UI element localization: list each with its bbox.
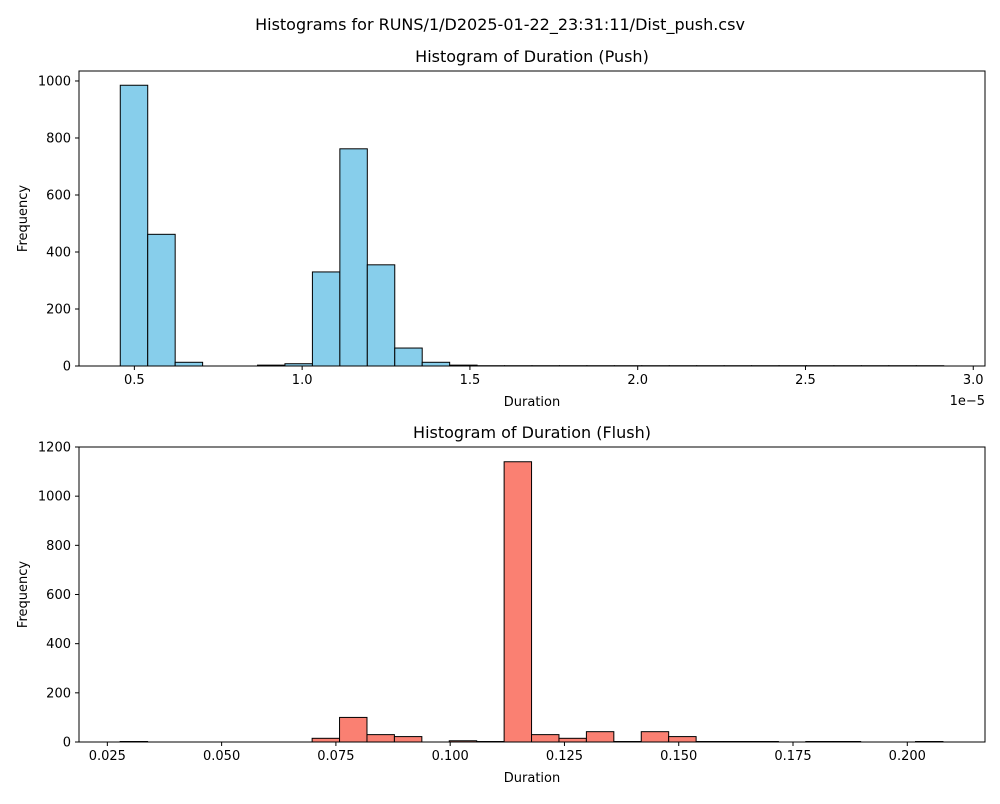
ytick-label-flush-2: 400 — [46, 637, 71, 652]
ytick-label-push-1: 200 — [46, 302, 71, 317]
chart-panel-flush: 0.025 0.050 0.075 0.100 0.125 0.150 0.175 0.200… — [16, 423, 985, 786]
y-axis-label-push: Frequency — [16, 185, 31, 252]
xtick-label-flush-7: 0.200 — [889, 749, 926, 764]
xtick-label-push-2: 1.5 — [460, 373, 481, 388]
xtick-label-push-3: 2.0 — [627, 373, 648, 388]
bar-push-7 — [312, 272, 339, 366]
bar-push-8 — [340, 149, 367, 366]
chart-panel-push: 0.5 1.0 1.5 2.0 2.5 3.0 0 200 400 600 800 1000 Histo… — [16, 47, 985, 410]
bar-flush-9 — [367, 735, 394, 742]
xtick-label-flush-3: 0.100 — [432, 749, 469, 764]
bar-flush-15 — [532, 735, 559, 742]
bar-flush-20 — [669, 737, 696, 742]
bar-flush-17 — [586, 732, 613, 742]
xtick-label-flush-5: 0.150 — [660, 749, 697, 764]
ytick-label-push-3: 600 — [46, 188, 71, 203]
bar-push-1 — [148, 234, 175, 366]
chart-title-push: Histogram of Duration (Push) — [415, 47, 649, 66]
xtick-label-push-4: 2.5 — [795, 373, 816, 388]
figure-suptitle: Histograms for RUNS/1/D2025-01-22_23:31:… — [255, 15, 745, 35]
xtick-label-flush-0: 0.025 — [89, 749, 126, 764]
x-axis-label-flush: Duration — [504, 771, 560, 786]
xtick-label-flush-1: 0.050 — [203, 749, 240, 764]
bar-flush-19 — [641, 732, 668, 742]
bar-push-10 — [395, 348, 422, 366]
ytick-label-push-4: 800 — [46, 131, 71, 146]
ytick-label-push-2: 400 — [46, 245, 71, 260]
bar-flush-7 — [312, 738, 339, 742]
ytick-label-push-5: 1000 — [38, 74, 71, 89]
ytick-label-flush-0: 0 — [63, 736, 71, 751]
bar-flush-10 — [394, 737, 421, 742]
ytick-label-flush-6: 1200 — [38, 441, 71, 456]
xtick-label-flush-2: 0.075 — [317, 749, 354, 764]
x-axis-label-push: Duration — [504, 395, 560, 410]
bar-push-2 — [175, 362, 202, 366]
xtick-label-flush-6: 0.175 — [774, 749, 811, 764]
ytick-label-push-0: 0 — [63, 360, 71, 375]
bar-flush-14 — [504, 462, 531, 742]
y-axis-label-flush: Frequency — [16, 561, 31, 628]
ytick-label-flush-4: 800 — [46, 539, 71, 554]
bar-push-11 — [422, 362, 449, 366]
xtick-label-flush-4: 0.125 — [546, 749, 583, 764]
bars-flush — [120, 462, 943, 742]
bar-flush-16 — [559, 738, 586, 742]
bar-push-9 — [367, 265, 394, 366]
x-offset-label-push: 1e−5 — [950, 394, 985, 409]
xtick-label-push-0: 0.5 — [124, 373, 145, 388]
axes-frame-push — [79, 71, 985, 366]
chart-title-flush: Histogram of Duration (Flush) — [413, 423, 651, 442]
bar-flush-8 — [340, 717, 367, 742]
ytick-label-flush-3: 600 — [46, 588, 71, 603]
bars-push — [120, 85, 943, 366]
xtick-label-push-1: 1.0 — [292, 373, 313, 388]
ytick-label-flush-5: 1000 — [38, 490, 71, 505]
ytick-label-flush-1: 200 — [46, 686, 71, 701]
xtick-label-push-5: 3.0 — [963, 373, 984, 388]
bar-push-0 — [120, 85, 147, 366]
